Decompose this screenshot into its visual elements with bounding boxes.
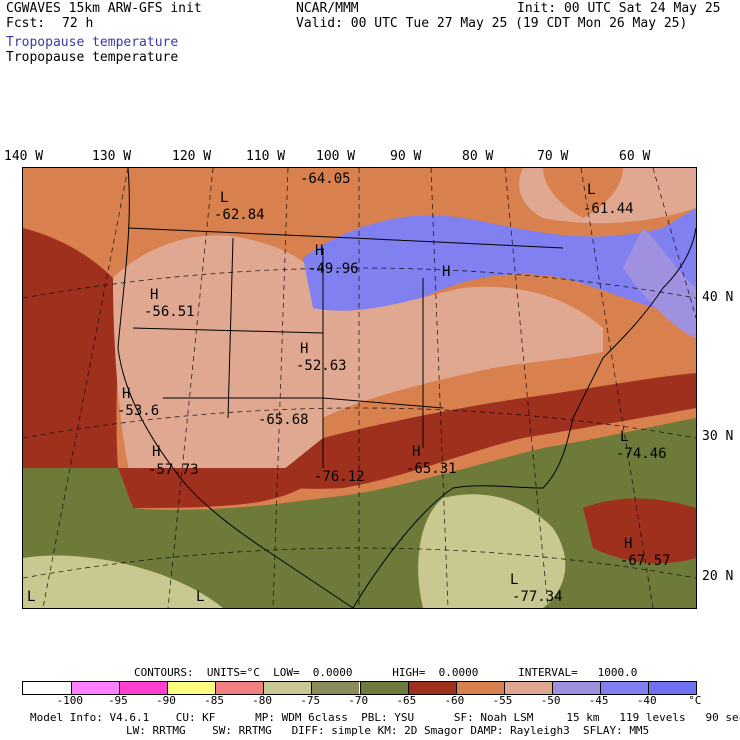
high-marker: H	[412, 444, 421, 460]
lon-label: 60 W	[619, 149, 651, 164]
high-value: -67.57	[620, 553, 671, 569]
color-scale-label: -60	[444, 694, 465, 707]
low-value: -64.05	[300, 171, 351, 187]
init-time: Init: 00 UTC Sat 24 May 25	[517, 1, 721, 16]
low-marker: L	[196, 589, 205, 605]
forecast-hour-value: 72 h	[62, 16, 94, 31]
high-marker: H	[624, 536, 633, 552]
color-scale-swatch	[359, 682, 408, 694]
color-scale-swatch	[647, 682, 696, 694]
organization: NCAR/MMM	[296, 1, 359, 16]
low-value: -77.34	[512, 589, 563, 605]
high-marker: H	[122, 386, 131, 402]
lat-label: 30 N	[702, 429, 734, 444]
lon-label: 130 W	[92, 149, 132, 164]
low-value: -61.44	[583, 201, 634, 217]
low-marker: L	[220, 190, 229, 206]
color-scale-swatch	[455, 682, 504, 694]
color-scale-label: -100	[56, 694, 83, 707]
lon-label: 110 W	[246, 149, 286, 164]
model-title: CGWAVES 15km ARW-GFS init	[6, 1, 202, 16]
high-value: -53.6	[117, 403, 160, 419]
high-value: -52.63	[296, 358, 347, 374]
color-scale-swatch	[551, 682, 600, 694]
tropopause-temperature-map	[22, 167, 697, 609]
lon-label: 100 W	[316, 149, 356, 164]
lon-label: 80 W	[462, 149, 494, 164]
color-scale-swatch	[599, 682, 648, 694]
color-scale-label: -75	[300, 694, 321, 707]
high-value: -49.96	[308, 261, 359, 277]
low-marker: L	[510, 572, 519, 588]
lon-label: 70 W	[537, 149, 569, 164]
low-value: -74.46	[616, 446, 667, 462]
forecast-hour-label: Fcst:	[6, 16, 46, 31]
high-marker: H	[152, 444, 161, 460]
low-value: -76.12	[314, 469, 365, 485]
color-scale-bar	[22, 681, 697, 695]
model-info: Model Info: V4.6.1 CU: KF MP: WDM 6class…	[30, 711, 740, 724]
color-scale-label: -45	[588, 694, 609, 707]
color-scale-swatch	[23, 682, 72, 694]
low-marker: L	[620, 429, 629, 445]
lon-label: 90 W	[390, 149, 422, 164]
low-marker: L	[27, 589, 36, 605]
color-scale-label: -50	[540, 694, 561, 707]
color-scale-swatch	[71, 682, 120, 694]
color-scale-swatch	[119, 682, 168, 694]
color-scale-swatch	[407, 682, 456, 694]
field-title-blue: Tropopause temperature	[6, 35, 179, 50]
color-scale-swatch	[215, 682, 264, 694]
high-value: -56.51	[144, 304, 195, 320]
color-scale-swatch	[311, 682, 360, 694]
color-scale-label: -40	[636, 694, 657, 707]
color-scale-label: -80	[252, 694, 273, 707]
lon-label: 140 W	[4, 149, 44, 164]
color-scale-label: -65	[396, 694, 417, 707]
color-scale-swatch	[263, 682, 312, 694]
map-canvas	[23, 168, 696, 608]
low-value: -62.84	[214, 207, 265, 223]
color-scale-label: -70	[348, 694, 369, 707]
low-marker: L	[587, 182, 596, 198]
lat-label: 40 N	[702, 290, 734, 305]
lon-label: 120 W	[172, 149, 212, 164]
high-marker: H	[150, 287, 159, 303]
contour-info: CONTOURS: UNITS=°C LOW= 0.0000 HIGH= 0.0…	[134, 666, 638, 679]
color-scale-swatch	[167, 682, 216, 694]
color-scale-swatch	[503, 682, 552, 694]
high-marker: H	[442, 264, 451, 280]
field-title: Tropopause temperature	[6, 50, 179, 65]
high-value: -57.73	[148, 462, 199, 478]
high-marker: H	[315, 243, 324, 259]
low-value: -65.68	[258, 412, 309, 428]
color-scale-label: °C	[688, 694, 702, 707]
color-scale-label: -95	[107, 694, 128, 707]
high-value: -65.31	[406, 461, 457, 477]
lat-label: 20 N	[702, 569, 734, 584]
valid-time: Valid: 00 UTC Tue 27 May 25 (19 CDT Mon …	[296, 16, 688, 31]
color-scale-label: -90	[156, 694, 176, 707]
color-scale-label: -55	[492, 694, 513, 707]
model-physics: LW: RRTMG SW: RRTMG DIFF: simple KM: 2D …	[126, 724, 650, 737]
color-scale-label: -85	[204, 694, 224, 707]
high-marker: H	[300, 341, 309, 357]
